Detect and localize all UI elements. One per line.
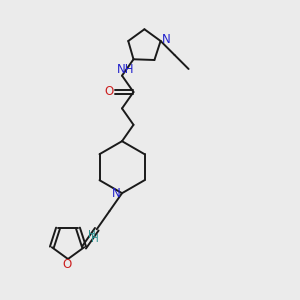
Text: H: H: [88, 230, 96, 240]
Text: NH: NH: [117, 63, 135, 76]
Text: O: O: [62, 257, 72, 271]
Text: H: H: [91, 234, 99, 244]
Text: N: N: [162, 34, 171, 46]
Text: O: O: [105, 85, 114, 98]
Text: N: N: [112, 187, 120, 200]
